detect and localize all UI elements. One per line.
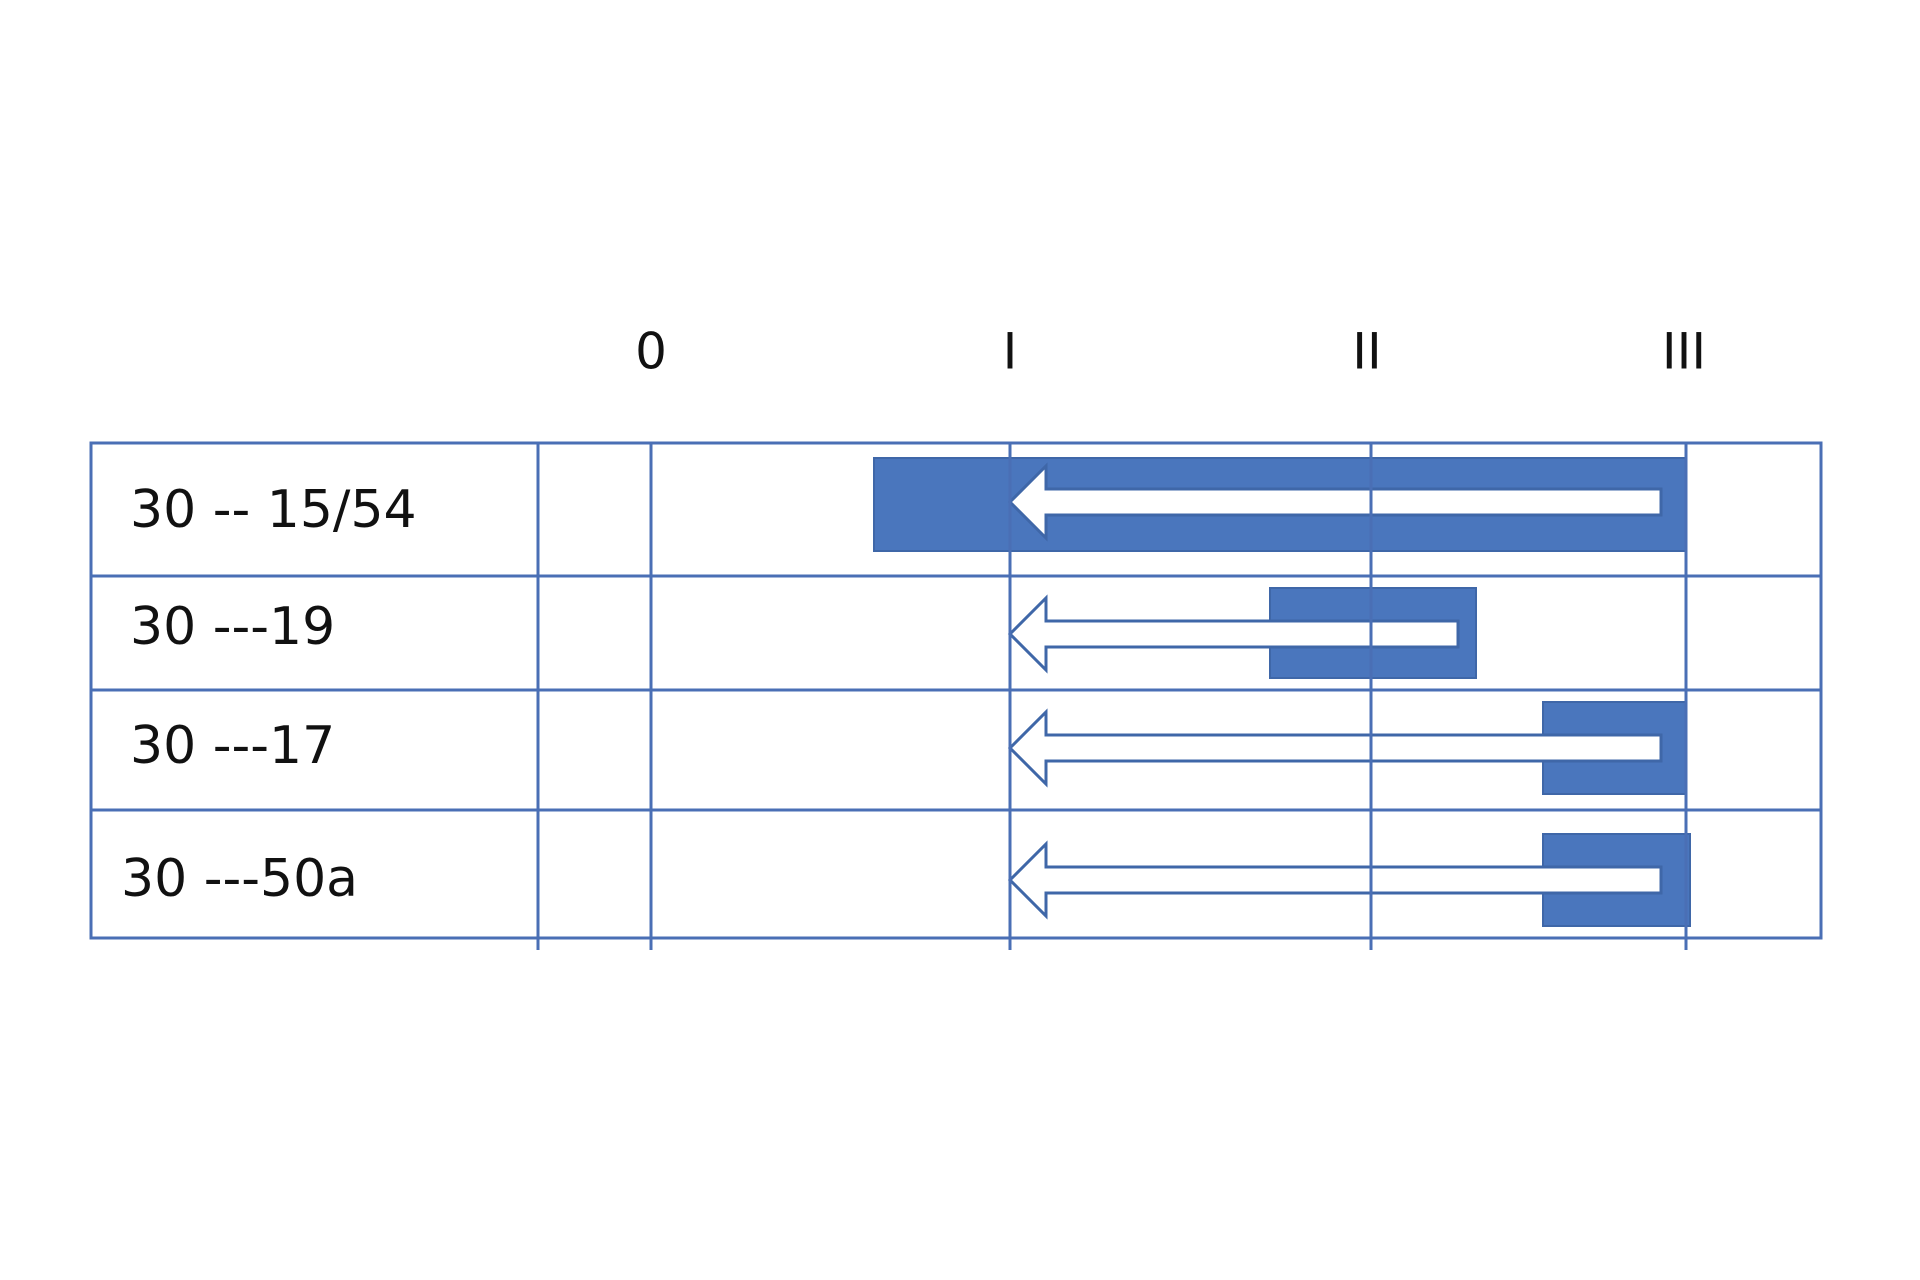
column-label: 0: [635, 323, 667, 381]
arrow: [1007, 708, 1663, 788]
column-label: I: [1003, 323, 1018, 381]
column-label: III: [1662, 323, 1706, 381]
column-label: II: [1352, 323, 1382, 381]
grid: [89, 441, 1823, 950]
row-label: 30 ---19: [130, 597, 335, 657]
bars: [873, 457, 1691, 927]
row-label: 30 -- 15/54: [130, 480, 417, 540]
arrow: [1007, 840, 1663, 920]
arrow: [1007, 594, 1460, 674]
row-label: 30 ---50a: [121, 849, 358, 909]
arrow: [1007, 462, 1663, 542]
row-label: 30 ---17: [130, 716, 335, 776]
